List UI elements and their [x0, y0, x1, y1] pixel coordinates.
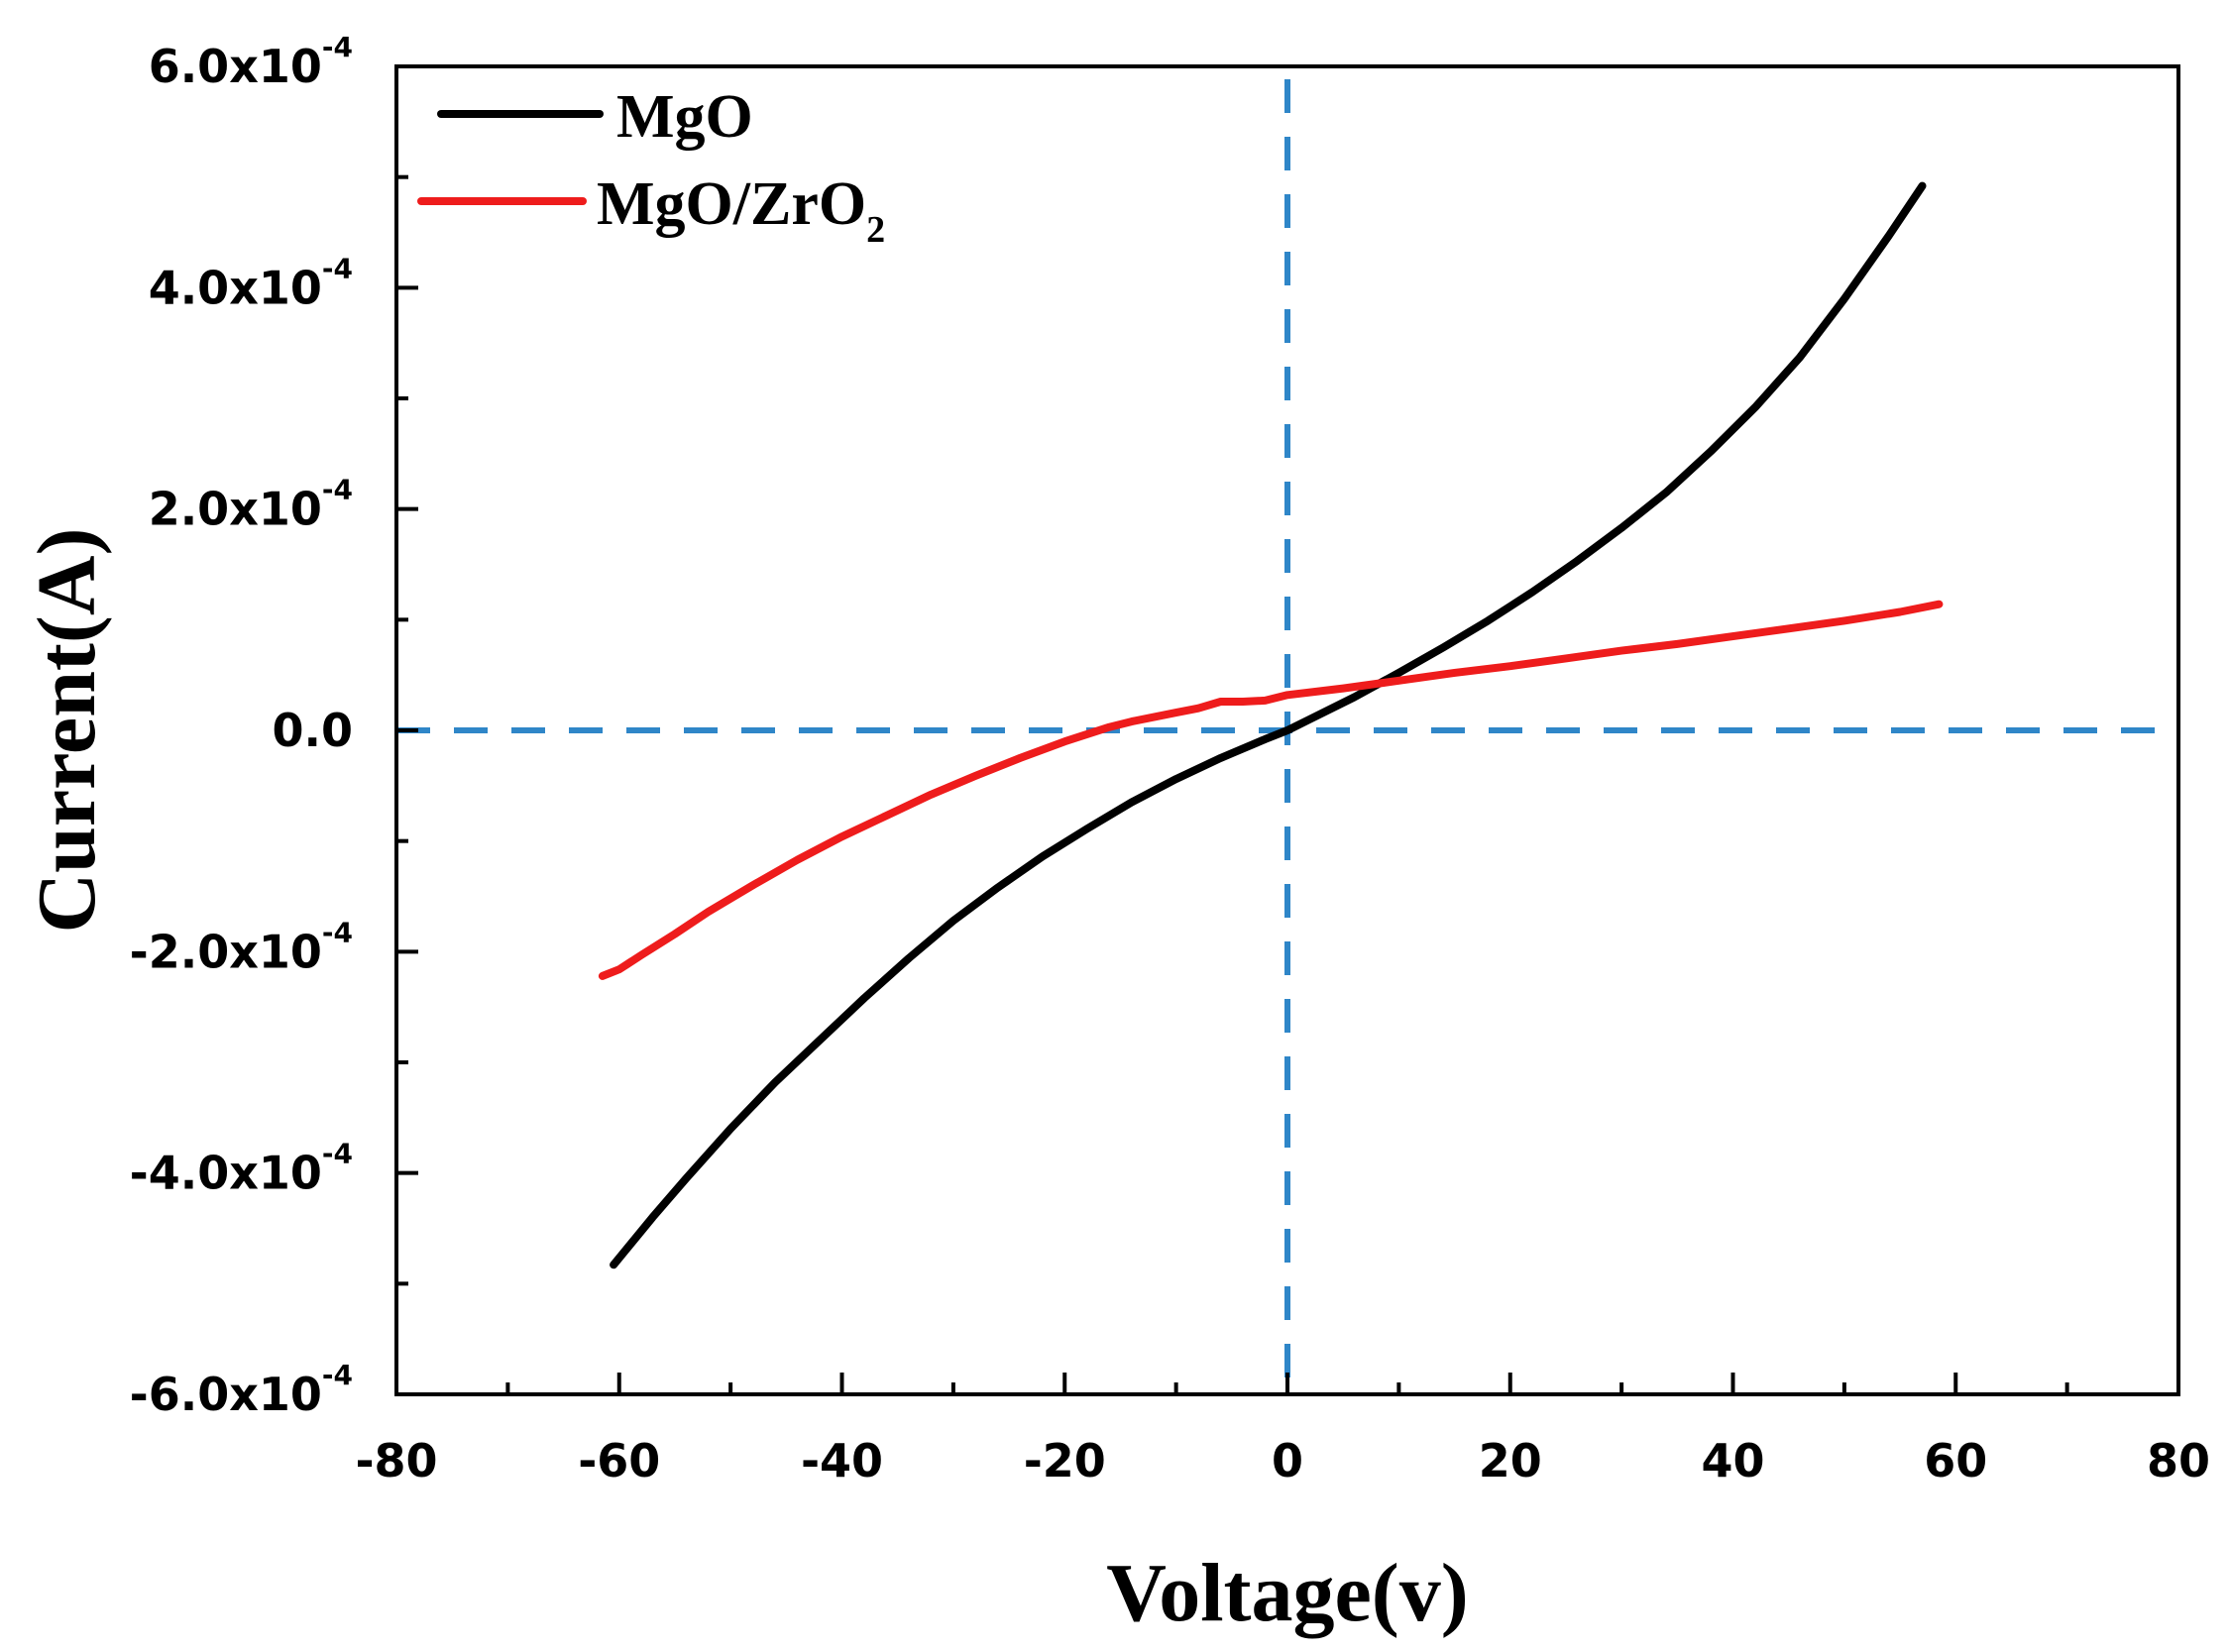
- x-tick-label: 0: [1272, 1434, 1303, 1487]
- x-tick-label: -20: [1024, 1434, 1106, 1487]
- series-line-mgo-zro2: [598, 600, 1944, 980]
- legend-label-mgo-zro2: MgO/ZrO2: [597, 170, 885, 251]
- reference-lines: [396, 79, 2173, 1394]
- y-ticks: 6.0x10-4 4.0x10-4 2.0x10-4 0.0 -2.0x10-4 -4.0…: [130, 31, 418, 1421]
- x-tick-label: -60: [578, 1434, 660, 1487]
- y-tick-label: -2.0x10-4: [130, 916, 353, 978]
- x-tick-label: 20: [1479, 1434, 1542, 1487]
- series-line-mgo: [610, 181, 1927, 1269]
- y-tick-label: -6.0x10-4: [130, 1359, 353, 1421]
- x-axis-title: Voltage(v): [1106, 1547, 1469, 1639]
- y-tick-label: 2.0x10-4: [149, 474, 353, 536]
- y-tick-label: 6.0x10-4: [149, 31, 353, 93]
- x-tick-label: -80: [355, 1434, 437, 1487]
- x-tick-label: 60: [1924, 1434, 1987, 1487]
- y-axis-title: Current(A): [21, 527, 113, 933]
- y-tick-label: -4.0x10-4: [130, 1138, 353, 1200]
- x-tick-label: 40: [1701, 1434, 1764, 1487]
- x-ticks: -80 -60 -40 -20 0 20 40 60 80: [355, 1373, 2210, 1487]
- legend-label-mgo: MgO: [616, 83, 753, 151]
- x-tick-label: -40: [801, 1434, 883, 1487]
- y-tick-label: 0.0: [273, 704, 354, 757]
- series-layer: [598, 181, 1944, 1269]
- y-tick-label: 4.0x10-4: [149, 252, 353, 314]
- x-tick-label: 80: [2147, 1434, 2210, 1487]
- legend: MgO MgO/ZrO2: [417, 83, 885, 251]
